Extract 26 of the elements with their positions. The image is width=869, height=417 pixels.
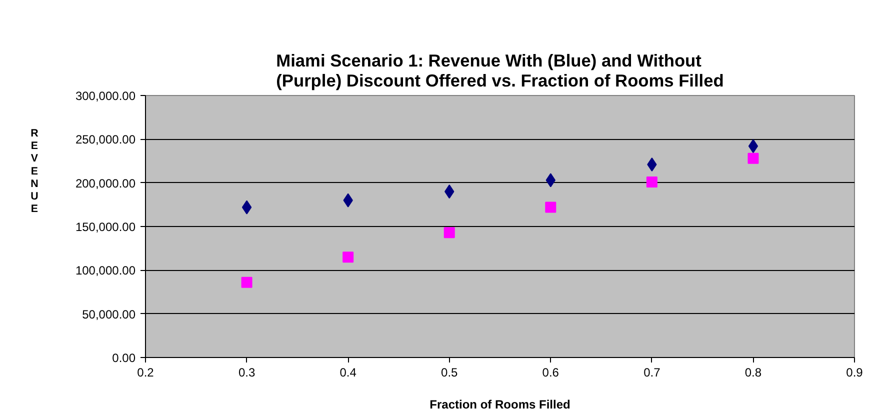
y-tick-label: 50,000.00 <box>82 307 136 322</box>
y-tick-label: 300,000.00 <box>75 89 136 103</box>
point <box>545 202 556 213</box>
point <box>242 200 252 214</box>
y-tick-label: 100,000.00 <box>75 264 136 278</box>
y-tick-label: 200,000.00 <box>75 176 136 190</box>
point <box>241 276 252 288</box>
y-tick-label: 250,000.00 <box>75 132 136 147</box>
x-tick-label: 0.8 <box>744 366 762 380</box>
point <box>748 152 759 164</box>
x-tick-label: 0.4 <box>340 366 357 380</box>
x-tick-label: 0.3 <box>238 366 256 380</box>
chart-title: Miami Scenario 1: Revenue With (Blue) and Without (Purple) Discount Offered vs. Fraction of Rooms Filled <box>276 50 724 90</box>
point <box>748 139 758 154</box>
x-tick-label: 0.5 <box>441 366 458 380</box>
x-tick-label: 0.2 <box>137 366 154 380</box>
x-tick-label: 0.7 <box>644 366 661 380</box>
x-axis-title: Fraction of Rooms Filled <box>430 398 570 412</box>
x-tick-label: 0.6 <box>542 366 560 380</box>
x-tick-label: 0.9 <box>846 366 864 380</box>
y-axis-title: REVENUE <box>30 128 39 216</box>
point <box>646 176 658 188</box>
point <box>342 252 354 263</box>
y-tick-label: 150,000.00 <box>75 220 136 234</box>
point <box>444 227 455 238</box>
y-tick-label: 0.00 <box>112 351 136 365</box>
